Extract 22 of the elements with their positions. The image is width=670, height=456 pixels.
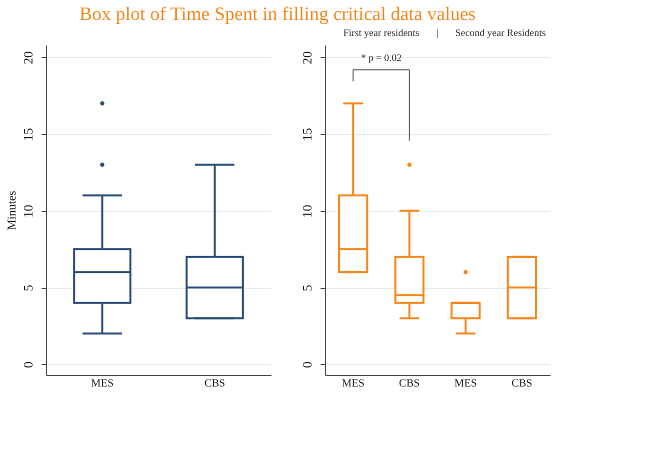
x-tick-label: CBS <box>204 378 226 390</box>
y-tick-label: 10 <box>300 204 314 218</box>
x-tick-label: MES <box>342 378 364 390</box>
y-axis-title: Minutes <box>4 190 18 230</box>
annotation: * p = 0.02 <box>360 53 402 64</box>
y-tick-label: 0 <box>300 362 314 368</box>
y-tick-label: 10 <box>20 204 36 218</box>
y-tick-label: 0 <box>20 362 36 368</box>
text: First year residents <box>343 28 420 39</box>
y-tick-label: 5 <box>300 284 314 292</box>
x-tick-label: CBS <box>398 378 420 390</box>
text: Second year Residents <box>455 28 546 39</box>
y-tick-label: 15 <box>20 128 36 142</box>
x-tick-label: CBS <box>511 378 532 390</box>
x-tick-label: MES <box>90 378 114 390</box>
y-tick-label: 20 <box>300 51 314 64</box>
chart-title: Box plot of Time Spent in filling critical data values <box>79 4 476 25</box>
text: | <box>436 28 439 39</box>
y-tick-label: 15 <box>300 128 314 142</box>
y-tick-label: 20 <box>20 51 36 64</box>
y-tick-label: 5 <box>20 284 36 292</box>
x-tick-label: MES <box>454 378 477 390</box>
